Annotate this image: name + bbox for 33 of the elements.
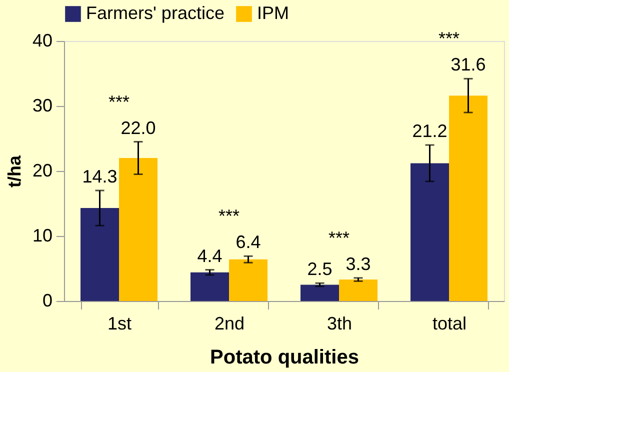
x-axis-title: Potato qualities xyxy=(210,346,359,368)
data-label: 22.0 xyxy=(120,118,156,138)
annotation: *** xyxy=(438,28,460,49)
x-tick-label: 3th xyxy=(326,314,352,334)
bar xyxy=(449,96,488,301)
data-label: 4.4 xyxy=(197,246,222,266)
data-label: 14.3 xyxy=(82,166,118,186)
data-label: 21.2 xyxy=(412,121,448,141)
x-tick-label: total xyxy=(432,314,467,334)
bar xyxy=(300,284,339,301)
bar xyxy=(339,280,378,301)
bar xyxy=(410,163,449,301)
y-tick-label: 20 xyxy=(32,160,52,180)
bar xyxy=(229,259,268,301)
x-tick-label: 2nd xyxy=(214,314,245,334)
annotation: *** xyxy=(328,228,350,248)
bar xyxy=(119,158,158,301)
legend-label: IPM xyxy=(257,3,290,23)
legend-label: Farmers' practice xyxy=(86,3,224,23)
y-axis-title: t/ha xyxy=(4,154,24,188)
data-label: 6.4 xyxy=(236,232,261,252)
x-tick-label: 1st xyxy=(107,314,132,334)
data-label: 31.6 xyxy=(450,54,486,75)
annotation: *** xyxy=(108,92,130,112)
y-tick-label: 40 xyxy=(32,30,52,50)
y-tick-label: 0 xyxy=(42,290,52,310)
bar xyxy=(80,208,119,301)
y-tick-label: 30 xyxy=(32,96,52,116)
annotation: *** xyxy=(218,206,240,226)
data-label: 2.5 xyxy=(307,259,332,280)
bar xyxy=(190,272,229,301)
data-label: 3.3 xyxy=(346,254,371,274)
y-tick-label: 10 xyxy=(32,226,52,246)
